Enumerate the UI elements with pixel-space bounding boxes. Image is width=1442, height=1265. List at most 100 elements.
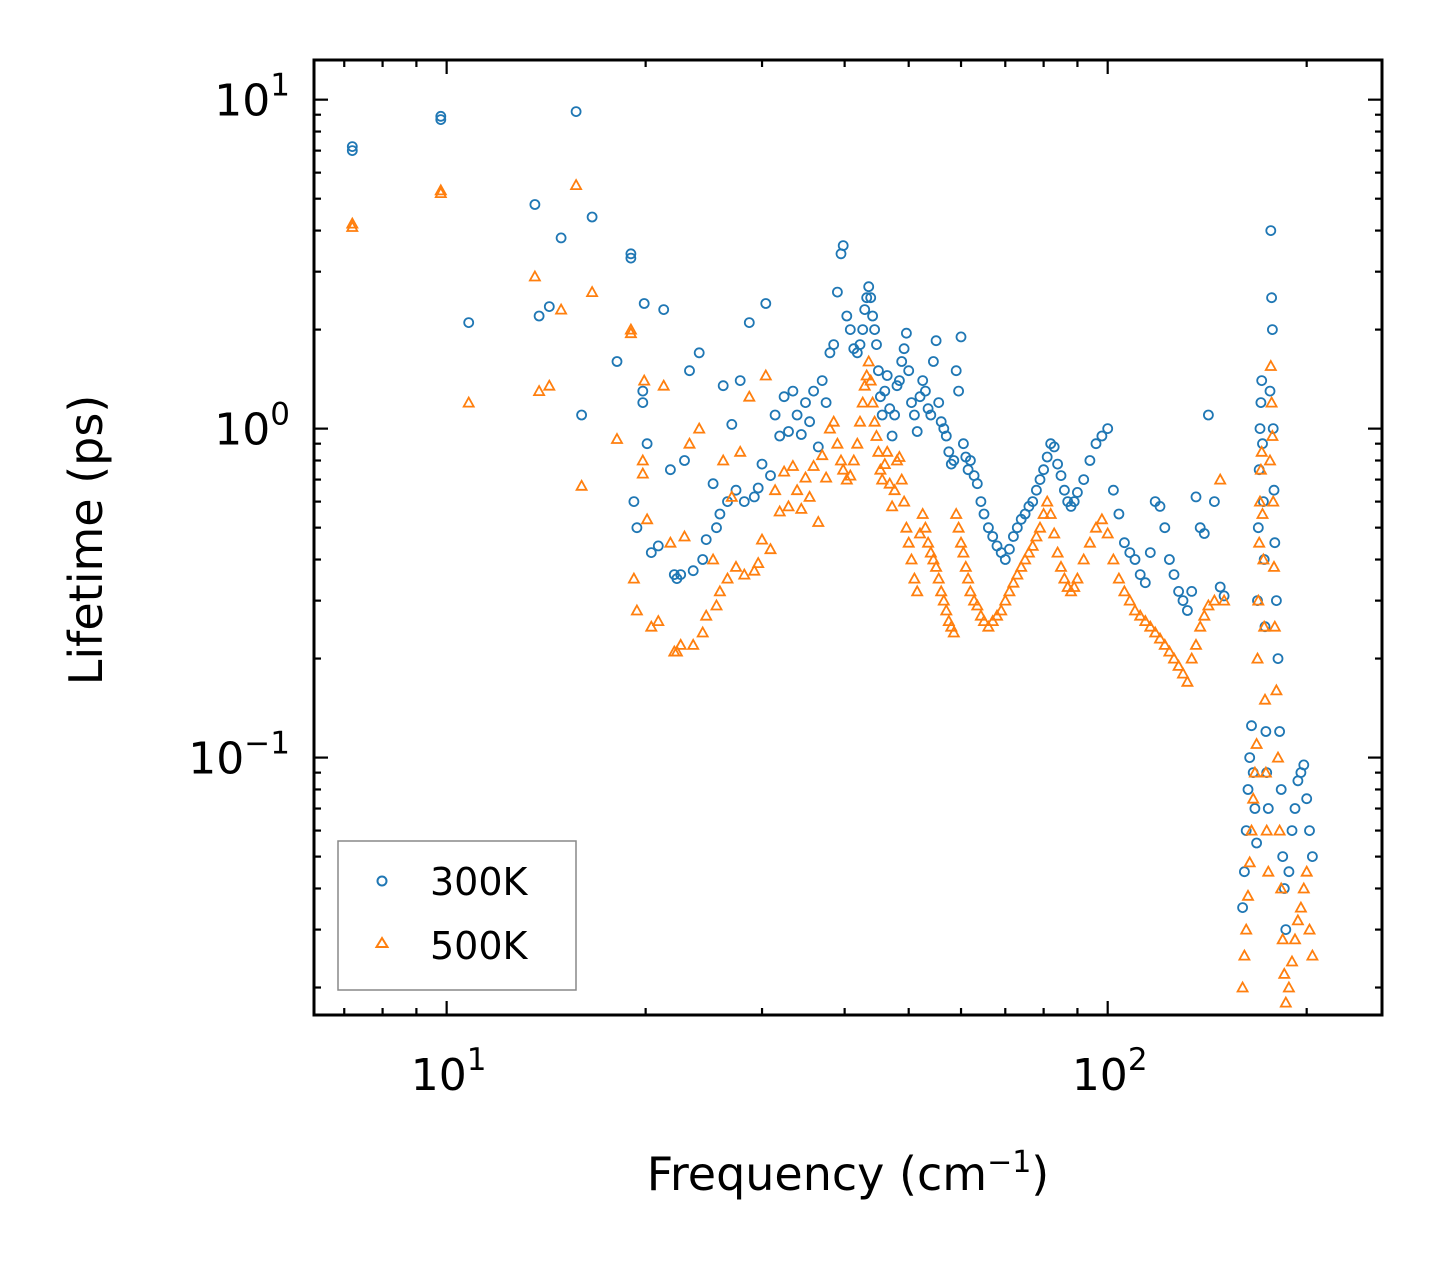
point-500K bbox=[1254, 462, 1268, 475]
series-500K bbox=[345, 178, 1319, 1008]
point-500K bbox=[630, 603, 644, 616]
point-500K bbox=[696, 625, 710, 638]
point-300K bbox=[1168, 569, 1180, 580]
point-300K bbox=[1307, 851, 1318, 862]
point-500K bbox=[963, 584, 977, 597]
point-300K bbox=[978, 508, 990, 520]
point-300K bbox=[896, 356, 908, 367]
axis-ticks bbox=[314, 60, 1382, 1015]
point-300K bbox=[1283, 866, 1295, 878]
point-500K bbox=[1138, 614, 1152, 626]
point-500K bbox=[1189, 638, 1203, 650]
point-500K bbox=[1244, 823, 1259, 836]
point-500K bbox=[1264, 359, 1278, 371]
point-500K bbox=[1051, 545, 1065, 558]
point-500K bbox=[1162, 644, 1176, 657]
point-300K bbox=[346, 141, 358, 153]
point-500K bbox=[1095, 512, 1109, 525]
point-500K bbox=[897, 494, 911, 507]
point-500K bbox=[610, 432, 624, 444]
point-500K bbox=[1255, 507, 1270, 519]
point-500K bbox=[949, 507, 963, 519]
point-500K bbox=[934, 584, 948, 597]
point-500K bbox=[875, 472, 889, 485]
point-500K bbox=[1246, 791, 1260, 804]
point-500K bbox=[1153, 631, 1167, 644]
point-500K bbox=[786, 459, 800, 471]
point-300K bbox=[435, 110, 447, 122]
point-300K bbox=[1182, 605, 1193, 616]
point-300K bbox=[1266, 292, 1277, 304]
point-500K bbox=[686, 638, 700, 650]
point-300K bbox=[1242, 784, 1254, 795]
point-500K bbox=[636, 453, 650, 466]
point-500K bbox=[640, 512, 654, 525]
point-300K bbox=[760, 298, 772, 309]
point-500K bbox=[677, 529, 692, 542]
point-300K bbox=[1262, 803, 1274, 814]
point-500K bbox=[1297, 881, 1311, 894]
point-500K bbox=[1259, 765, 1273, 778]
tick-labels: 101 102 101 100 10−1 bbox=[188, 68, 1147, 1101]
point-300K bbox=[1159, 522, 1171, 534]
point-300K bbox=[1214, 581, 1226, 593]
point-500K bbox=[904, 552, 919, 565]
point-500K bbox=[1300, 864, 1314, 877]
point-300K bbox=[879, 385, 891, 397]
point-300K bbox=[1164, 554, 1175, 565]
point-500K bbox=[729, 560, 743, 572]
point-500K bbox=[1285, 954, 1299, 967]
point-500K bbox=[1026, 539, 1040, 551]
point-500K bbox=[755, 532, 769, 545]
point-500K bbox=[918, 520, 932, 533]
point-500K bbox=[737, 567, 751, 580]
point-300K bbox=[714, 508, 726, 520]
point-300K bbox=[863, 281, 875, 293]
point-300K bbox=[906, 397, 917, 409]
point-300K bbox=[871, 339, 882, 351]
point-500K bbox=[554, 302, 568, 315]
point-300K bbox=[1275, 784, 1287, 795]
point-300K bbox=[529, 199, 541, 210]
point-500K bbox=[747, 563, 761, 576]
point-300K bbox=[1144, 547, 1156, 558]
point-300K bbox=[611, 356, 623, 367]
point-500K bbox=[860, 368, 874, 381]
y-tick-label: 10−1 bbox=[188, 726, 290, 785]
point-500K bbox=[873, 462, 887, 475]
point-500K bbox=[1261, 864, 1275, 877]
point-500K bbox=[434, 186, 448, 198]
point-500K bbox=[926, 552, 940, 565]
point-500K bbox=[913, 526, 927, 539]
point-500K bbox=[994, 603, 1008, 616]
point-500K bbox=[790, 483, 804, 496]
point-300K bbox=[935, 416, 947, 428]
point-500K bbox=[924, 545, 938, 558]
point-500K bbox=[542, 378, 556, 391]
point-300K bbox=[748, 491, 760, 503]
point-500K bbox=[1276, 932, 1290, 945]
point-500K bbox=[528, 269, 542, 282]
point-500K bbox=[462, 395, 476, 408]
point-500K bbox=[716, 453, 730, 466]
point-500K bbox=[1279, 995, 1293, 1008]
legend-marker-500K bbox=[374, 936, 390, 948]
point-500K bbox=[1077, 552, 1091, 565]
point-300K bbox=[346, 145, 358, 157]
point-500K bbox=[1236, 980, 1250, 993]
point-300K bbox=[1124, 547, 1136, 558]
point-500K bbox=[883, 476, 897, 489]
point-500K bbox=[1037, 507, 1051, 519]
point-500K bbox=[1257, 619, 1271, 632]
y-tick-label: 101 bbox=[214, 68, 290, 127]
point-500K bbox=[1243, 855, 1257, 868]
point-500K bbox=[569, 178, 583, 190]
point-300K bbox=[1034, 474, 1046, 486]
point-300K bbox=[953, 385, 964, 397]
point-500K bbox=[1185, 651, 1199, 664]
point-500K bbox=[575, 478, 589, 491]
point-300K bbox=[1072, 486, 1083, 498]
point-500K bbox=[1070, 571, 1084, 584]
point-300K bbox=[570, 106, 582, 117]
